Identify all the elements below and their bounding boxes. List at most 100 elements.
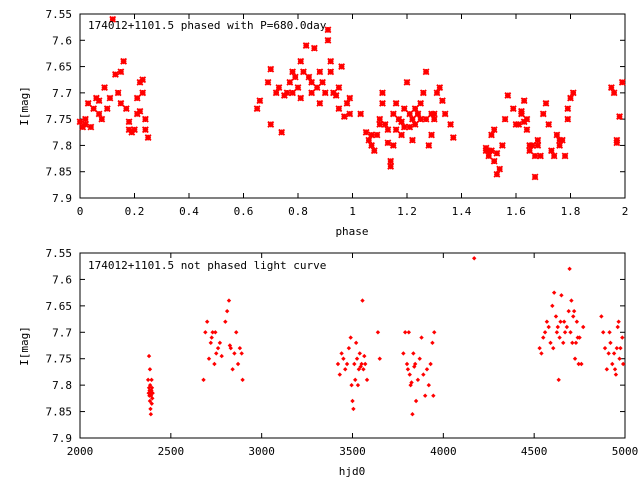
- data-point: [141, 126, 149, 134]
- data-point: [267, 65, 275, 73]
- data-point: [348, 335, 353, 340]
- data-point: [401, 351, 406, 356]
- data-point: [361, 367, 366, 372]
- data-point: [389, 141, 397, 149]
- y-tick-label: 7.55: [46, 8, 73, 21]
- data-point: [406, 123, 414, 131]
- data-point: [618, 345, 623, 351]
- data-point: [203, 330, 208, 335]
- data-point: [376, 120, 384, 128]
- data-point: [125, 118, 133, 126]
- data-point: [217, 340, 223, 346]
- data-point: [335, 105, 343, 113]
- data-point: [111, 71, 119, 78]
- data-point: [387, 163, 395, 170]
- data-point: [570, 340, 575, 346]
- data-point: [613, 139, 621, 147]
- x-tick-label: 2000: [67, 445, 94, 458]
- axis-ticks: [79, 252, 626, 439]
- data-point: [239, 351, 244, 356]
- data-point: [377, 356, 382, 361]
- data-point: [232, 351, 237, 356]
- data-point: [368, 141, 376, 149]
- data-point: [564, 115, 572, 123]
- y-tick-label: 7.55: [46, 247, 73, 260]
- data-point: [117, 99, 125, 107]
- data-point: [76, 118, 84, 126]
- data-point: [149, 385, 155, 390]
- data-point: [472, 256, 477, 261]
- data-point: [571, 314, 576, 319]
- data-point: [149, 377, 154, 383]
- data-point: [219, 353, 224, 359]
- data-point: [553, 314, 559, 319]
- data-point: [504, 92, 512, 99]
- data-point: [422, 68, 430, 76]
- data-point: [297, 57, 305, 65]
- data-point: [419, 335, 424, 340]
- data-point: [405, 367, 411, 372]
- data-point: [488, 147, 495, 155]
- data-point: [411, 351, 416, 356]
- data-point: [554, 330, 560, 335]
- data-point: [224, 308, 230, 314]
- data-point: [567, 266, 572, 272]
- data-point: [350, 398, 355, 404]
- chart-title: 174012+1101.5 phased with P=680.0day: [88, 19, 327, 32]
- data-point: [566, 308, 571, 314]
- data-point: [117, 68, 125, 76]
- data-point: [428, 361, 433, 367]
- data-point: [417, 115, 425, 123]
- data-point: [551, 345, 556, 351]
- data-point: [147, 398, 153, 404]
- data-point: [606, 351, 611, 356]
- x-tick-label: 0.2: [125, 205, 145, 218]
- data-point: [523, 115, 531, 123]
- y-tick-label: 7.8: [52, 139, 72, 152]
- data-point: [278, 128, 286, 136]
- data-point: [413, 398, 419, 404]
- data-point: [545, 120, 553, 128]
- data-point: [213, 330, 218, 335]
- data-point: [526, 147, 534, 155]
- data-point: [362, 353, 367, 359]
- data-point: [579, 361, 584, 367]
- data-point: [346, 110, 354, 118]
- data-point: [206, 356, 212, 361]
- data-point: [555, 324, 560, 330]
- y-tick-label: 7.75: [46, 353, 73, 366]
- data-point: [614, 345, 620, 351]
- x-tick-label: 1: [349, 205, 356, 218]
- data-point: [515, 120, 523, 128]
- data-point: [362, 128, 370, 136]
- data-point: [204, 319, 210, 324]
- data-point: [617, 356, 622, 361]
- data-point: [214, 351, 219, 356]
- data-point: [302, 42, 310, 49]
- data-point: [546, 324, 551, 330]
- data-point: [95, 97, 103, 105]
- data-point: [551, 290, 557, 295]
- data-point: [447, 120, 455, 128]
- data-point: [577, 335, 582, 340]
- data-point: [147, 367, 153, 372]
- data-point: [319, 78, 326, 86]
- data-point: [436, 84, 444, 92]
- data-point: [569, 89, 577, 97]
- data-point: [573, 340, 579, 346]
- data-point: [404, 361, 410, 367]
- data-point: [227, 343, 233, 348]
- data-point: [441, 110, 449, 118]
- x-tick-label: 1.6: [506, 205, 526, 218]
- phased-light-curve-panel: 0 0.2 0.4 0.6 0.8 1 1.2 1.4 1.6 1.8 2 7.557.67.657…: [18, 8, 628, 238]
- x-tick-label: 0.8: [288, 205, 308, 218]
- x-tick-label: 4500: [521, 445, 548, 458]
- x-tick-label: 1.8: [561, 205, 581, 218]
- data-point: [357, 110, 365, 118]
- plot-frame: [79, 252, 626, 439]
- data-point: [564, 105, 572, 113]
- x-tick-label: 4000: [430, 445, 457, 458]
- data-point: [534, 141, 542, 149]
- data-point: [343, 99, 351, 107]
